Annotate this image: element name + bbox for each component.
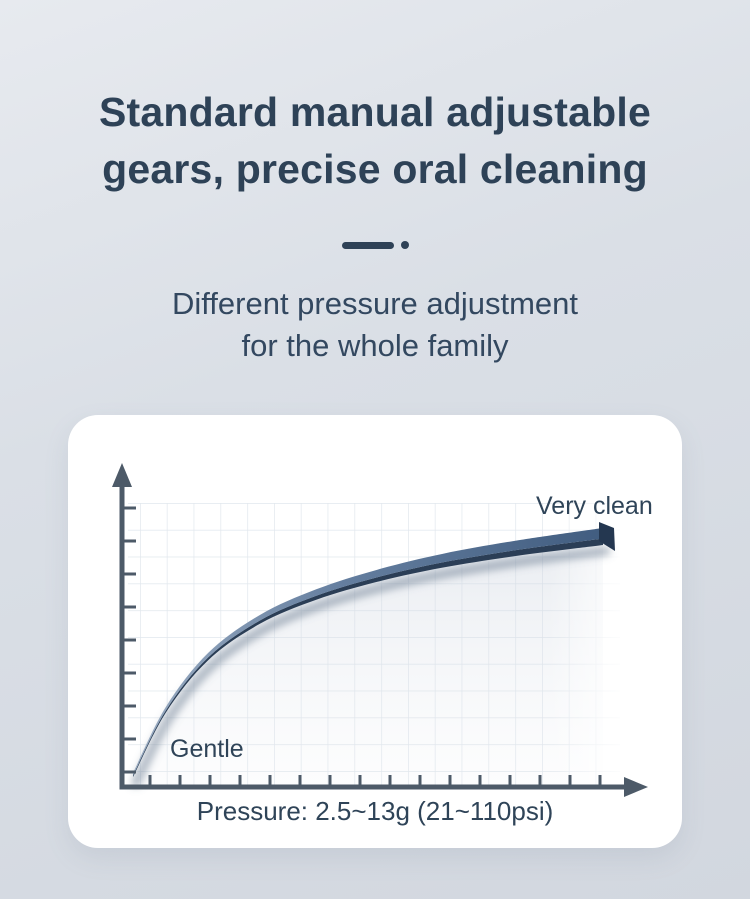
title-divider	[0, 238, 750, 252]
curve-area-fill	[133, 528, 603, 785]
curve-shadow	[131, 546, 611, 788]
page-title-line-1: Standard manual adjustable	[99, 89, 651, 135]
divider-dot-icon	[400, 241, 409, 249]
page-subtitle: Different pressure adjustment for the who…	[0, 283, 750, 367]
page-subtitle-line-2: for the whole family	[241, 328, 509, 363]
chart-card: Gentle Very clean Pressure: 2.5~13g (21~…	[68, 415, 682, 848]
annotation-gentle: Gentle	[170, 735, 244, 763]
x-axis-arrow-icon	[624, 777, 648, 797]
pressure-chart: Gentle Very clean Pressure: 2.5~13g (21~…	[112, 463, 653, 826]
x-axis-ticks	[148, 775, 602, 785]
divider-dash-icon	[341, 241, 394, 249]
x-axis-label: Pressure: 2.5~13g (21~110psi)	[197, 796, 554, 826]
pressure-curve	[133, 528, 603, 776]
y-axis-arrow-icon	[112, 463, 132, 487]
annotation-very-clean: Very clean	[536, 492, 653, 520]
page-title: Standard manual adjustable gears, precise…	[0, 84, 750, 198]
y-axis-ticks	[124, 506, 136, 774]
page-title-line-2: gears, precise oral cleaning	[102, 146, 648, 192]
curve-end-cap	[599, 522, 615, 551]
page-subtitle-line-1: Different pressure adjustment	[171, 286, 579, 321]
